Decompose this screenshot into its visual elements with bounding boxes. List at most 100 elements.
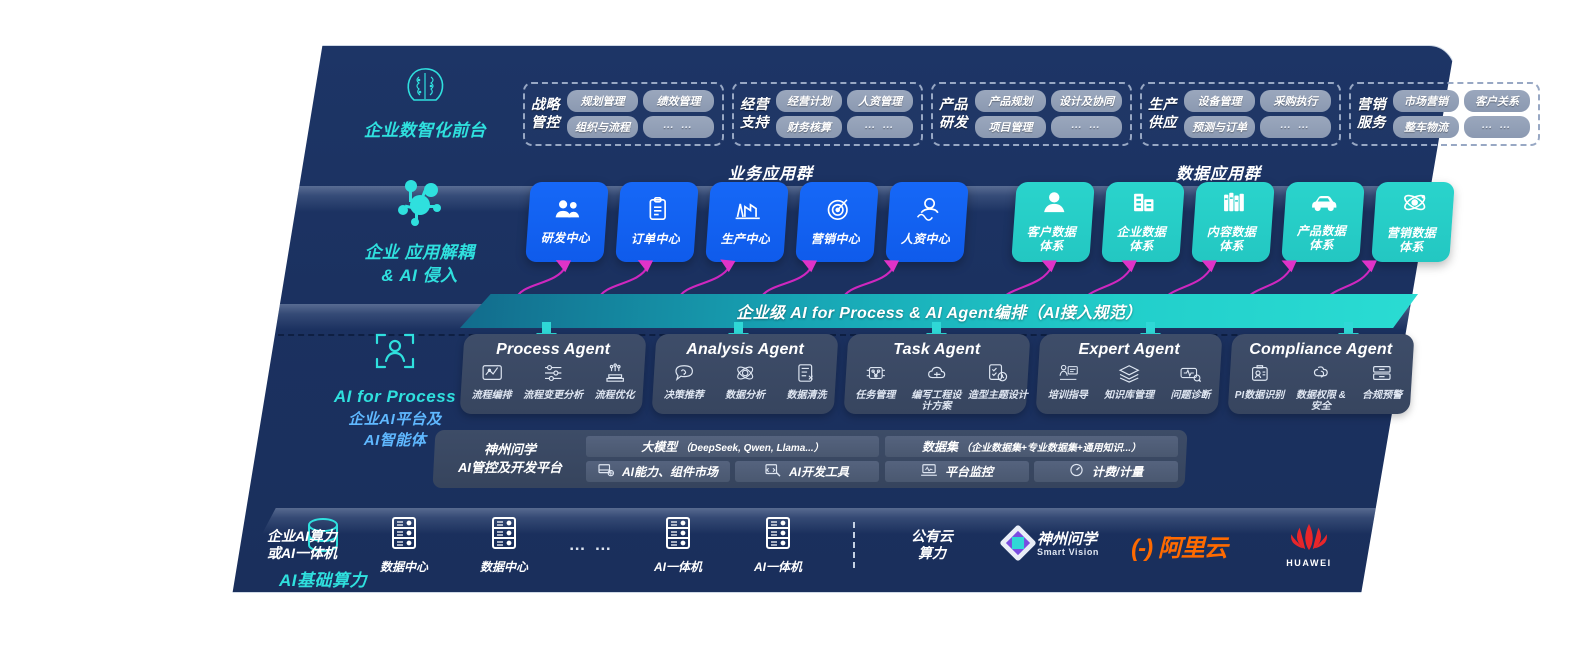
domain-chip[interactable]: 预测与订单 bbox=[1184, 116, 1255, 138]
domain-chip[interactable]: … … bbox=[643, 116, 714, 138]
data-cluster-heading: 数据应用群 bbox=[1176, 166, 1262, 183]
compute-node[interactable]: 数据中心 bbox=[454, 516, 554, 575]
domain-chip[interactable]: 设计及协同 bbox=[1051, 90, 1122, 112]
domain-group[interactable]: 营销 服务 市场营销 客户关系 整车物流… … bbox=[1349, 82, 1540, 146]
compute-node[interactable]: AI一体机 bbox=[728, 516, 828, 575]
compute-label-text: 企业AI算力 或AI一体机 bbox=[267, 527, 337, 562]
rail-ai-for-process: AI for Process 企业AI平台及 AI智能体 bbox=[300, 330, 490, 451]
domain-chip[interactable]: 产品规划 bbox=[975, 90, 1046, 112]
ellipsis-separator: … … bbox=[568, 535, 614, 554]
agent-feature[interactable]: 数据权限 & 安全 bbox=[1291, 363, 1350, 412]
app-card[interactable]: 客户数据 体系 bbox=[1011, 182, 1095, 262]
llm-main: 大模型 bbox=[641, 440, 678, 454]
compute-label: 公有云 算力 bbox=[880, 528, 984, 563]
agent-feature[interactable]: 编写工程设计方案 bbox=[907, 363, 966, 412]
agent-card[interactable]: Process Agent 流程编排 流程变更分析 流程优化 bbox=[459, 334, 647, 414]
agent-feature[interactable]: 数据分析 bbox=[716, 363, 775, 401]
clipboard-icon bbox=[647, 197, 669, 226]
shenzhou-wenxue-logo-icon bbox=[999, 524, 1037, 567]
compute-label-text: 公有云 算力 bbox=[911, 527, 953, 562]
partner-logo[interactable]: HUAWEI bbox=[1244, 522, 1374, 568]
rail-label-line3: AI智能体 bbox=[363, 431, 427, 449]
domain-chip[interactable]: 人资管理 bbox=[847, 90, 913, 112]
app-card-label: 营销数据 体系 bbox=[1387, 225, 1437, 254]
monitor-bar[interactable]: 平台监控 bbox=[885, 461, 1029, 482]
llm-bar[interactable]: 大模型 （DeepSeek, Qwen, Llama...） bbox=[586, 436, 879, 457]
domain-chip[interactable]: 采购执行 bbox=[1260, 90, 1331, 112]
server-rack-icon bbox=[763, 516, 793, 555]
domain-chip[interactable]: … … bbox=[847, 116, 913, 138]
huawei-logo-icon bbox=[1286, 522, 1332, 557]
server-rack-icon bbox=[663, 516, 693, 555]
cloud-doc-icon bbox=[925, 363, 947, 388]
agent-feature[interactable]: 合规预警 bbox=[1352, 363, 1411, 412]
agent-card[interactable]: Compliance Agent PI数据识别 数据权限 & 安全 合规预警 bbox=[1227, 334, 1415, 414]
agent-card[interactable]: Expert Agent 培训指导 知识库管理 问题诊断 bbox=[1035, 334, 1223, 414]
sliders-icon bbox=[542, 363, 564, 388]
agent-feature[interactable]: 数据清洗 bbox=[777, 363, 836, 401]
platform-left-column: 大模型 （DeepSeek, Qwen, Llama...） AI能力、组 bbox=[586, 436, 879, 482]
agent-feature-label: 合规预警 bbox=[1362, 390, 1403, 401]
domain-chip[interactable]: … … bbox=[1051, 116, 1122, 138]
app-card[interactable]: 内容数据 体系 bbox=[1191, 182, 1275, 262]
agent-feature[interactable]: 流程变更分析 bbox=[523, 363, 583, 401]
agent-feature[interactable]: PI数据识别 bbox=[1230, 363, 1289, 412]
agent-card[interactable]: Task Agent 任务管理 编写工程设计方案 造型主题设计 bbox=[843, 334, 1031, 414]
domain-chip[interactable]: 设备管理 bbox=[1184, 90, 1255, 112]
domain-group-title: 营销 服务 bbox=[1357, 96, 1386, 130]
agent-features: 任务管理 编写工程设计方案 造型主题设计 bbox=[846, 363, 1028, 412]
domain-chip[interactable]: 客户关系 bbox=[1464, 90, 1530, 112]
domain-chip[interactable]: 经营计划 bbox=[776, 90, 842, 112]
domain-group[interactable]: 战略 管控 规划管理 绩效管理 组织与流程… … bbox=[523, 82, 724, 146]
agent-feature[interactable]: 任务管理 bbox=[846, 363, 905, 412]
partner-logo[interactable]: (-) 阿里云 bbox=[1114, 528, 1244, 563]
server-rack-icon bbox=[489, 516, 519, 555]
checklist-clock-icon bbox=[987, 363, 1009, 388]
domain-chip[interactable]: 市场营销 bbox=[1393, 90, 1459, 112]
compute-node[interactable]: 数据中心 bbox=[354, 516, 454, 575]
app-card[interactable]: 研发中心 bbox=[525, 182, 609, 262]
compute-node[interactable]: AI一体机 bbox=[628, 516, 728, 575]
domain-chip[interactable]: 项目管理 bbox=[975, 116, 1046, 138]
app-card[interactable]: 产品数据 体系 bbox=[1281, 182, 1365, 262]
ai-platform-strip: 神州问学 AI管控及开发平台 大模型 （DeepSeek, Qwen, Llam… bbox=[432, 430, 1188, 488]
domain-chip[interactable]: … … bbox=[1464, 116, 1530, 138]
atom-analysis-icon bbox=[734, 363, 756, 388]
agent-feature[interactable]: 造型主题设计 bbox=[968, 363, 1028, 412]
agent-feature[interactable]: 决策推荐 bbox=[654, 363, 713, 401]
agent-card[interactable]: Analysis Agent 决策推荐 数据分析 数据清洗 bbox=[651, 334, 839, 414]
dev-tools-bar[interactable]: AI开发工具 bbox=[735, 461, 879, 482]
component-market-bar[interactable]: AI能力、组件市场 bbox=[586, 461, 730, 482]
dataset-main: 数据集 bbox=[921, 440, 958, 454]
app-card[interactable]: 营销数据 体系 bbox=[1371, 182, 1455, 262]
app-card[interactable]: 人资中心 bbox=[885, 182, 969, 262]
app-card[interactable]: 企业数据 体系 bbox=[1101, 182, 1185, 262]
agent-feature[interactable]: 流程编排 bbox=[462, 363, 521, 401]
user-avatar-icon bbox=[1042, 190, 1066, 219]
app-card[interactable]: 营销中心 bbox=[795, 182, 879, 262]
agent-feature[interactable]: 问题诊断 bbox=[1161, 363, 1220, 401]
agent-features: 流程编排 流程变更分析 流程优化 bbox=[462, 363, 644, 401]
llm-sub: （DeepSeek, Qwen, Llama...） bbox=[680, 443, 824, 454]
domain-chip[interactable]: 规划管理 bbox=[567, 90, 638, 112]
domain-chip[interactable]: 财务核算 bbox=[776, 116, 842, 138]
agent-feature[interactable]: 知识库管理 bbox=[1100, 363, 1159, 401]
domain-group[interactable]: 生产 供应 设备管理 采购执行 预测与订单… … bbox=[1140, 82, 1341, 146]
partner-logo[interactable]: 神州问学 Smart Vision bbox=[984, 524, 1114, 567]
agent-features: PI数据识别 数据权限 & 安全 合规预警 bbox=[1230, 363, 1412, 412]
domain-group[interactable]: 产品 研发 产品规划 设计及协同 项目管理… … bbox=[931, 82, 1132, 146]
server-rack-icon bbox=[389, 516, 419, 555]
billing-bar[interactable]: 计费/计量 bbox=[1034, 461, 1178, 482]
domain-chip[interactable]: … … bbox=[1260, 116, 1331, 138]
domain-group[interactable]: 经营 支持 经营计划 人资管理 财务核算… … bbox=[732, 82, 923, 146]
agent-name: Process Agent bbox=[496, 341, 611, 358]
app-card[interactable]: 订单中心 bbox=[615, 182, 699, 262]
dataset-bar[interactable]: 数据集 （企业数据集+专业数据集+通用知识...） bbox=[885, 436, 1178, 457]
domain-chip[interactable]: 整车物流 bbox=[1393, 116, 1459, 138]
agent-feature[interactable]: 培训指导 bbox=[1038, 363, 1097, 401]
domain-chip[interactable]: 绩效管理 bbox=[643, 90, 714, 112]
agent-feature-label: 编写工程设计方案 bbox=[911, 390, 962, 413]
app-card[interactable]: 生产中心 bbox=[705, 182, 789, 262]
domain-chip[interactable]: 组织与流程 bbox=[567, 116, 638, 138]
agent-feature[interactable]: 流程优化 bbox=[585, 363, 644, 401]
